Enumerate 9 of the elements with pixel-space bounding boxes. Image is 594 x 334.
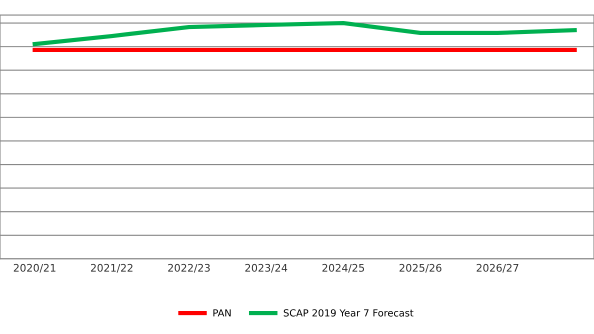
x-tick-label: 2023/24 <box>245 264 288 273</box>
x-tick-label: 2022/23 <box>168 264 210 273</box>
legend-label: SCAP 2019 Year 7 Forecast <box>284 309 414 317</box>
x-tick-label: 2020/21 <box>14 264 56 273</box>
legend-label: PAN <box>213 309 231 316</box>
x-tick-label: 2025/26 <box>400 264 442 273</box>
x-tick-label: 2021/22 <box>90 264 132 273</box>
x-tick-label: 2024/25 <box>322 264 364 273</box>
x-tick-label: 2026/27 <box>476 264 518 273</box>
